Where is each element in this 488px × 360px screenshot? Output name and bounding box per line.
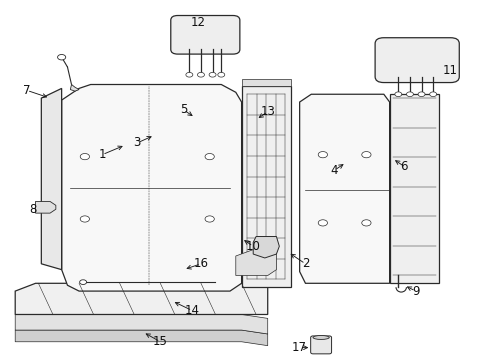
Circle shape xyxy=(204,153,214,160)
Polygon shape xyxy=(61,85,241,291)
Circle shape xyxy=(429,92,436,96)
FancyBboxPatch shape xyxy=(374,38,458,82)
Circle shape xyxy=(80,280,86,284)
Circle shape xyxy=(318,152,327,158)
Text: 5: 5 xyxy=(180,103,187,116)
Polygon shape xyxy=(235,244,276,275)
Circle shape xyxy=(394,92,401,96)
Circle shape xyxy=(58,54,65,60)
Text: 4: 4 xyxy=(330,164,338,177)
Circle shape xyxy=(217,72,224,77)
Text: 15: 15 xyxy=(153,335,167,348)
Polygon shape xyxy=(41,89,61,270)
Polygon shape xyxy=(241,78,290,86)
Text: 13: 13 xyxy=(260,105,275,118)
Polygon shape xyxy=(241,86,290,287)
FancyBboxPatch shape xyxy=(170,15,240,54)
Circle shape xyxy=(197,72,204,77)
Circle shape xyxy=(406,92,412,96)
Polygon shape xyxy=(15,330,267,346)
Circle shape xyxy=(185,72,192,77)
Text: 10: 10 xyxy=(245,240,260,253)
FancyBboxPatch shape xyxy=(310,336,331,354)
Circle shape xyxy=(318,220,327,226)
Circle shape xyxy=(204,216,214,222)
Text: 6: 6 xyxy=(400,160,407,173)
Text: 2: 2 xyxy=(301,257,308,270)
Polygon shape xyxy=(253,237,279,258)
Circle shape xyxy=(361,220,370,226)
Polygon shape xyxy=(15,283,267,315)
Polygon shape xyxy=(70,85,79,91)
Circle shape xyxy=(209,72,216,77)
Text: 14: 14 xyxy=(184,304,199,317)
Text: 8: 8 xyxy=(29,203,36,216)
Polygon shape xyxy=(299,94,389,283)
Ellipse shape xyxy=(312,336,328,339)
Text: 1: 1 xyxy=(98,148,106,161)
Text: 12: 12 xyxy=(190,15,205,29)
Circle shape xyxy=(361,152,370,158)
Polygon shape xyxy=(36,202,56,213)
Circle shape xyxy=(80,153,89,160)
Text: 7: 7 xyxy=(23,84,31,97)
Circle shape xyxy=(417,92,424,96)
Text: 16: 16 xyxy=(193,257,208,270)
Polygon shape xyxy=(15,315,267,334)
Text: 17: 17 xyxy=(291,341,306,354)
Circle shape xyxy=(80,216,89,222)
Text: 3: 3 xyxy=(133,136,141,149)
Text: 11: 11 xyxy=(442,64,457,77)
Polygon shape xyxy=(389,94,438,283)
Text: 9: 9 xyxy=(411,285,419,298)
